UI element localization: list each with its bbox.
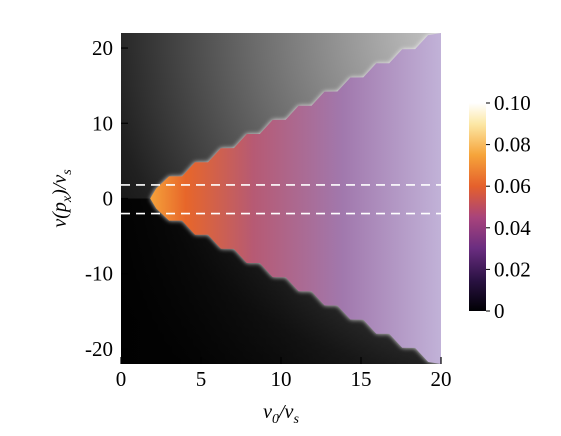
axes: 0 5 10 15 20 20 10 0 -10 -20 v0/vs v(px)/vs: [49, 36, 452, 427]
colorbar-tick-label: 0.06: [494, 174, 531, 198]
x-tick-label: 0: [116, 367, 127, 391]
allowed-region: [150, 33, 441, 364]
y-tick-label: 10: [92, 111, 113, 135]
y-tick-label: -10: [85, 262, 113, 286]
y-tick-label: -20: [85, 337, 113, 361]
colorbar: 0.10 0.08 0.06 0.04 0.02 0: [469, 91, 531, 323]
colorbar-gradient: [469, 103, 486, 311]
y-axis-label: v(px)/vs: [49, 169, 75, 228]
y-tick-label: 0: [103, 187, 114, 211]
y-tick-label: 20: [92, 36, 113, 60]
x-tick-label: 5: [196, 367, 207, 391]
x-tick-label: 10: [271, 367, 292, 391]
colorbar-tick-label: 0.04: [494, 216, 531, 240]
colorbar-tick-label: 0.02: [494, 257, 531, 281]
x-tick-label: 15: [351, 367, 372, 391]
colorbar-tick-label: 0.10: [494, 91, 531, 115]
x-axis-label: v0/vs: [263, 401, 299, 427]
colorbar-tick-label: 0: [494, 299, 505, 323]
colorbar-tick-label: 0.08: [494, 133, 531, 157]
x-tick-label: 20: [431, 367, 452, 391]
